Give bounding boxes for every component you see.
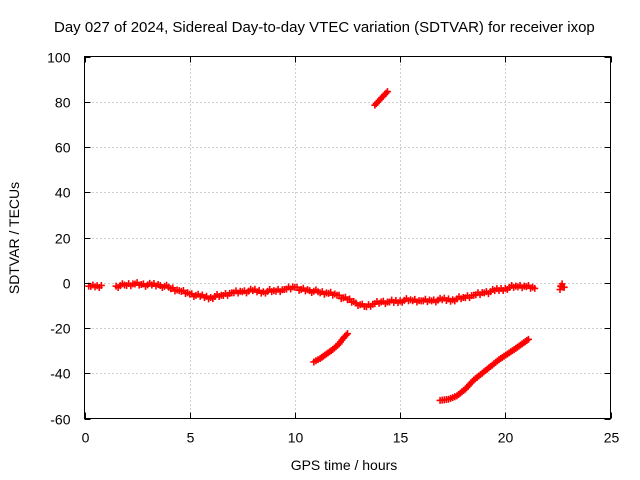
upper-arc-point [382, 89, 390, 97]
x-tick-label: 20 [498, 430, 514, 446]
main-band-point [531, 284, 539, 292]
y-tick-label: 100 [47, 50, 71, 66]
y-tick-label: -40 [50, 366, 70, 382]
x-tick-label: 15 [393, 430, 409, 446]
upper-arc-point [383, 88, 391, 96]
y-tick-label: -60 [50, 412, 70, 428]
ticks-layer: 0 5 10 15 20 25 -60 -40 -20 0 20 40 60 80 100 [47, 50, 619, 446]
y-tick-label: 80 [55, 95, 71, 111]
descending-arc-1-point [344, 330, 351, 338]
descending-arc-1-point [342, 331, 350, 339]
y-tick-label: 40 [55, 185, 71, 201]
x-tick-label: 10 [288, 430, 304, 446]
y-tick-label: -20 [50, 321, 70, 337]
y-tick-label: 20 [55, 231, 71, 247]
descending-arc-2-point [524, 335, 532, 343]
x-tick-label: 0 [82, 430, 90, 446]
main-band-point [97, 281, 105, 289]
points-layer [85, 88, 568, 404]
x-axis-label: GPS time / hours [291, 457, 398, 473]
chart-title: Day 027 of 2024, Sidereal Day-to-day VTE… [54, 19, 595, 36]
x-tick-label: 25 [604, 430, 620, 446]
plot-frame [84, 56, 611, 419]
main-band-point [560, 283, 568, 291]
y-tick-label: 0 [63, 276, 71, 292]
y-tick-label: 60 [55, 140, 71, 156]
x-tick-label: 5 [187, 430, 195, 446]
y-axis-label: SDTVAR / TECUs [6, 182, 22, 294]
grid-layer [84, 56, 611, 419]
